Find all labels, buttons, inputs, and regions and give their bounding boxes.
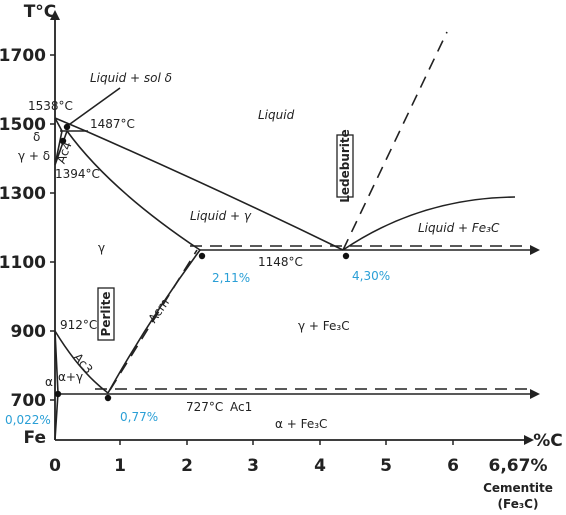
region-label: α + Fe₃C [275,417,327,431]
y-tick-label: 900 [11,322,47,342]
region-label: δ [33,130,40,144]
x-tick-label: 2 [181,456,193,476]
perlite-box [97,287,115,341]
point-label: 1394°C [55,167,100,181]
y-tick-label: 700 [11,391,47,411]
x-tick-label: 1 [114,456,126,476]
x-tick-label: 4 [314,456,326,476]
region-label: Liquid + sol δ [90,71,172,85]
x-end-name: Cementite [483,481,553,495]
x-end-formula: (Fe₃C) [498,497,539,511]
point-label: 1487°C [90,117,135,131]
point-label: 0,77% [120,410,158,424]
point-label: 1538°C [28,99,73,113]
point-label: 727°C [186,400,223,414]
region-label: γ + Fe₃C [298,319,350,333]
region-label: Liquid + γ [190,209,252,223]
y-tick-label: 1700 [0,46,46,66]
region-label: α+γ [58,370,83,384]
point-label: 4,30% [352,269,390,283]
line-label: Acm [145,296,172,326]
line-label: Ac1 [230,400,252,414]
y-ticks [50,54,454,445]
y-tick-label: 1100 [0,253,46,273]
phase-lines [54,31,540,441]
point-label: 2,11% [212,271,250,285]
y-tick-label: 1500 [0,115,46,135]
y-tick-label: Fe [24,428,46,448]
x-tick-label: 6,67% [489,456,548,476]
point-label: 1148°C [258,255,303,269]
region-label: Liquid + Fe₃C [418,221,500,235]
region-label: γ [98,241,105,255]
region-label: γ + δ [18,149,50,163]
y-tick-label: 1300 [0,184,46,204]
y-title: T°C [24,2,57,22]
region-label: α [45,375,53,389]
ledeburite-label: Ledeburite [338,129,352,203]
line-label: Ac4 [54,140,75,166]
point-label: 0,022% [5,413,51,427]
key-points [54,123,350,402]
point-label: 912°C [60,318,97,332]
x-tick-label: 6 [447,456,459,476]
x-title: %C [533,431,563,451]
region-label: Liquid [258,108,295,122]
x-tick-label: 0 [49,456,61,476]
perlite-label: Perlite [99,292,113,337]
x-tick-label: 3 [247,456,259,476]
ledeburite-box [336,134,354,198]
x-tick-label: 5 [380,456,392,476]
